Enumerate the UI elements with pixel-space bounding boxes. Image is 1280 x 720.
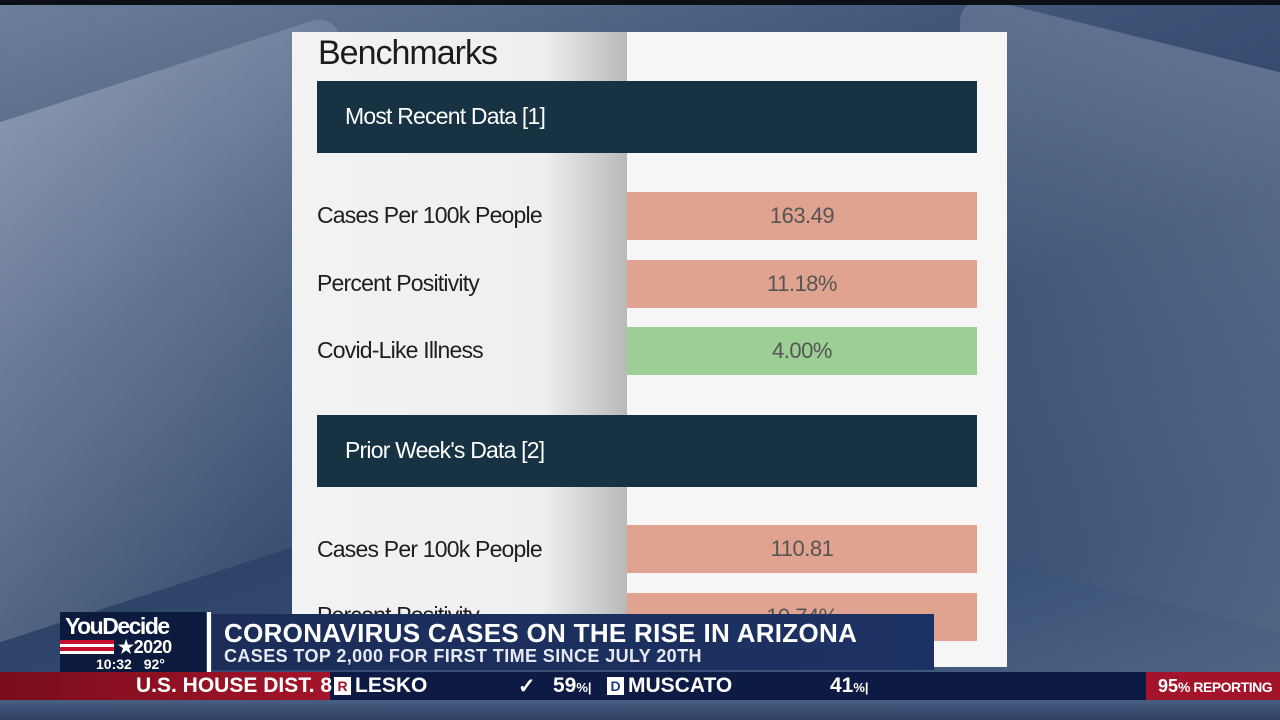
benchmarks-sheet: Benchmarks Most Recent Data [1] Cases Pe… — [292, 32, 1007, 667]
party-badge-democrat: D — [607, 677, 624, 695]
row-label-cli: Covid-Like Illness — [317, 337, 484, 363]
row-label-cases-prior: Cases Per 100k People — [317, 536, 543, 562]
value-cell-cli: 4.00% — [627, 327, 977, 375]
pct-value: 41 — [830, 674, 854, 697]
candidate-pct-2: 41%| — [830, 674, 869, 698]
brand-year: ★2020 — [118, 637, 172, 657]
section-header-most-recent: Most Recent Data [1] — [317, 81, 977, 153]
headline-banner: CORONAVIRUS CASES ON THE RISE IN ARIZONA… — [212, 614, 934, 670]
lower-third-divider — [207, 612, 211, 672]
row-label-cases: Cases Per 100k People — [317, 202, 543, 228]
party-badge-republican: R — [334, 677, 351, 695]
pct-sign: %| — [576, 680, 592, 695]
bottom-background-strip — [0, 700, 1280, 720]
candidate-name-2: MUSCATO — [628, 674, 733, 697]
ticker-reporting-panel — [1146, 672, 1280, 700]
ticker-race-panel — [0, 672, 330, 700]
headline: CORONAVIRUS CASES ON THE RISE IN ARIZONA — [224, 618, 858, 648]
time-readout: 10:32 — [96, 656, 132, 672]
race-name: U.S. HOUSE DIST. 8 — [136, 674, 333, 697]
value-cell-cases-prior: 110.81 — [627, 525, 977, 573]
candidate-name-1: LESKO — [355, 674, 428, 697]
youdecide-logo: YouDecide ★2020 10:32 92° — [60, 612, 206, 672]
reporting-status: 95% REPORTING — [1158, 676, 1273, 697]
section-header-prior-week: Prior Week's Data [2] — [317, 415, 977, 487]
page-title: Benchmarks — [318, 34, 498, 72]
subheadline: CASES TOP 2,000 FOR FIRST TIME SINCE JUL… — [224, 646, 702, 666]
reporting-value: 95 — [1158, 676, 1179, 696]
section-label: Prior Week's Data [2] — [345, 437, 545, 463]
flag-stripes-icon — [60, 640, 114, 654]
value-cell-cases: 163.49 — [627, 192, 977, 240]
candidate-pct-1: 59%| — [553, 674, 592, 698]
pct-value: 59 — [553, 674, 577, 697]
reporting-label: % REPORTING — [1178, 679, 1273, 695]
background-highlight-right — [960, 0, 1280, 648]
top-edge-strip — [0, 0, 1280, 5]
brand-title: YouDecide — [65, 613, 170, 639]
section-label: Most Recent Data [1] — [345, 103, 546, 129]
temperature-readout: 92° — [143, 656, 165, 672]
value-cell-positivity: 11.18% — [627, 260, 977, 308]
pct-sign: %| — [853, 680, 869, 695]
clock-weather: 10:32 92° — [96, 656, 165, 672]
election-ticker: U.S. HOUSE DIST. 8 R LESKO ✓ 59%| D MUSC… — [0, 672, 1280, 700]
row-label-positivity: Percent Positivity — [317, 270, 480, 296]
winner-checkmark-icon: ✓ — [518, 675, 536, 698]
